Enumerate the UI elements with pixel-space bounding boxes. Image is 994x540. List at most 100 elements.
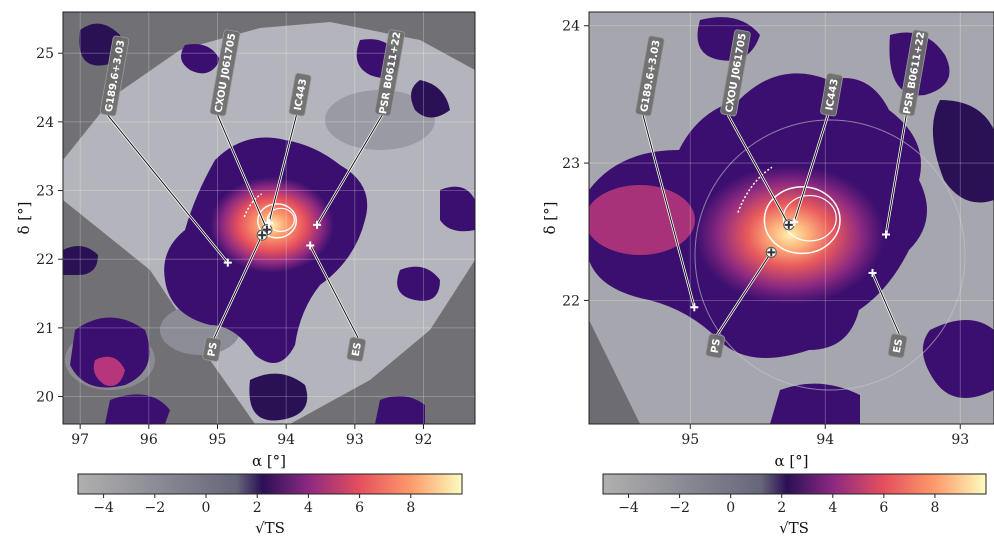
y-tick-label: 24: [36, 115, 54, 131]
source-marker: [765, 246, 777, 258]
source-label-box: [720, 29, 751, 117]
snr-contour: [257, 203, 297, 239]
y-tick-label: 24: [562, 19, 580, 35]
leader-line: [309, 245, 359, 339]
source-label: ES: [346, 336, 367, 362]
left-colorbar: −4 −2 0 2 4 6 8 √TS: [77, 473, 463, 537]
colorbar-tick-label: 4: [828, 500, 837, 516]
y-axis-title: δ [°]: [15, 201, 33, 234]
source-annotation: IC443: [265, 72, 312, 227]
leader-line: [793, 114, 829, 223]
leader-line: [213, 234, 263, 339]
source-annotation: ES: [868, 268, 908, 359]
leader-line: [316, 114, 383, 226]
leader-line: [217, 114, 268, 230]
source-marker: [882, 230, 890, 239]
source-annotation: PS: [202, 229, 268, 362]
source-label-box: [898, 29, 929, 117]
y-axis-title: δ [°]: [541, 201, 559, 234]
source-label-text: PS: [710, 338, 723, 354]
colorbar-tick-label: −4: [618, 500, 639, 516]
source-annotation: PS: [705, 246, 777, 359]
source-label-box: [209, 29, 241, 117]
source-label-text: ES: [351, 342, 364, 358]
source-label: PS: [202, 336, 222, 362]
x-tick-label: 94: [277, 432, 295, 448]
source-marker: [256, 229, 268, 241]
x-tick-label: 95: [209, 432, 227, 448]
source-label-box: [99, 35, 130, 117]
leader-line: [107, 114, 229, 263]
source-label-box: [887, 333, 908, 359]
x-axis-title: α [°]: [252, 452, 286, 470]
source-label: ES: [887, 333, 908, 359]
leader-line: [268, 114, 297, 223]
source-label-text: IC443: [293, 78, 309, 111]
snr-contour: [266, 207, 295, 232]
source-marker: [690, 303, 699, 312]
source-label-box: [705, 333, 726, 359]
colorbar-tick-label: 8: [406, 500, 415, 516]
source-label-text: IC443: [824, 78, 840, 111]
y-tick-label: 23: [36, 184, 54, 200]
colorbar-tick-label: 4: [304, 500, 313, 516]
colorbar-gradient: [77, 473, 463, 495]
source-marker: [868, 268, 877, 277]
colorbar-tick-label: −2: [144, 500, 165, 516]
source-annotation: ES: [306, 241, 367, 362]
colorbar-tick-label: 2: [777, 500, 786, 516]
colorbar-tick-label: 0: [726, 500, 735, 516]
leader-line: [642, 114, 695, 308]
leader-line: [716, 252, 772, 336]
source-annotation: IC443: [790, 72, 843, 227]
colorbar-tick-label: 2: [253, 500, 262, 516]
colorbar-gradient: [602, 473, 987, 495]
source-label-box: [820, 72, 843, 117]
source-label-box: [346, 336, 367, 362]
x-tick-label: 96: [140, 432, 158, 448]
leader-line: [727, 114, 790, 226]
x-tick-label: 95: [681, 432, 699, 448]
x-tick-label: 97: [71, 432, 89, 448]
source-label-box: [202, 336, 222, 362]
y-tick-label: 21: [36, 321, 54, 337]
snr-contour: [782, 194, 837, 242]
colorbar-tick-label: −4: [93, 500, 114, 516]
source-marker: [313, 220, 322, 229]
y-tick-label: 22: [36, 252, 54, 268]
snr-contour: [763, 186, 841, 255]
x-tick-label: 93: [951, 432, 969, 448]
snr-contour: [737, 166, 773, 213]
source-label-box: [288, 72, 312, 117]
source-label: IC443: [820, 72, 843, 117]
y-tick-label: 25: [36, 46, 54, 62]
colorbar-title: √TS: [255, 519, 285, 537]
colorbar-tick-label: 0: [202, 500, 211, 516]
source-marker: [265, 218, 273, 227]
x-tick-label: 92: [415, 432, 433, 448]
colorbar-tick-label: −2: [669, 500, 690, 516]
y-tick-label: 23: [562, 156, 580, 172]
right-colorbar: −4 −2 0 2 4 6 8 √TS: [602, 473, 987, 537]
colorbar-tick-label: 6: [879, 500, 888, 516]
source-marker: [306, 241, 315, 250]
source-marker: [790, 218, 799, 227]
x-axis-title: α [°]: [774, 452, 808, 470]
colorbar-title: √TS: [779, 519, 809, 537]
y-tick-label: 20: [36, 390, 54, 406]
colorbar-tick-label: 8: [930, 500, 939, 516]
source-label-box: [374, 29, 405, 117]
source-label: IC443: [288, 72, 312, 117]
x-tick-label: 94: [816, 432, 834, 448]
source-label: PS: [705, 333, 726, 359]
source-label-text: ES: [892, 338, 905, 354]
y-tick-label: 22: [562, 293, 580, 309]
source-label-box: [635, 35, 665, 117]
source-label-text: PS: [206, 341, 219, 357]
leader-line: [885, 114, 907, 235]
leader-line: [872, 272, 900, 335]
source-annotation: PSR B0611+22: [882, 29, 929, 239]
colorbar-tick-label: 6: [355, 500, 364, 516]
